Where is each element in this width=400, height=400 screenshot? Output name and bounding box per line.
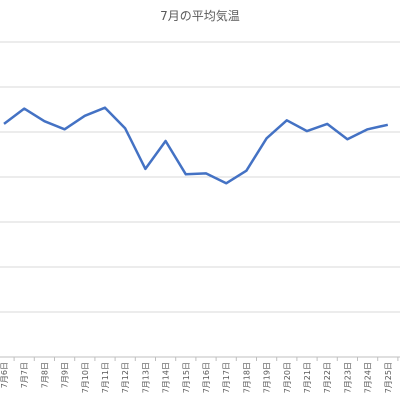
- x-tick-label: 7月9日: [61, 362, 70, 388]
- x-tick-label: 7月6日: [0, 362, 9, 388]
- x-tick-label: 7月20日: [283, 362, 292, 393]
- x-tick-label: 7月12日: [121, 362, 130, 393]
- x-tick-label: 7月16日: [202, 362, 211, 393]
- x-tick-label: 7月25日: [384, 362, 393, 393]
- x-tick-label: 7月24日: [364, 362, 373, 393]
- x-tick-label: 7月23日: [343, 362, 352, 393]
- x-tick-label: 7月13日: [141, 362, 150, 393]
- x-tick-label: 7月19日: [263, 362, 272, 393]
- chart-title: 7月の平均気温: [160, 8, 240, 23]
- x-tick-label: 7月11日: [101, 362, 110, 393]
- data-line: [3, 106, 389, 185]
- x-tick-label: 7月17日: [222, 362, 231, 393]
- x-tick-label: 7月21日: [303, 362, 312, 393]
- x-tick-label: 7月8日: [40, 362, 49, 388]
- x-tick-label: 7月22日: [323, 362, 332, 393]
- x-tick-label: 7月14日: [162, 362, 171, 393]
- x-tick-label: 7月10日: [81, 362, 90, 393]
- x-tick-label: 7月18日: [242, 362, 251, 393]
- x-tick-label: 7月7日: [20, 362, 29, 388]
- x-tick-label: 7月15日: [182, 362, 191, 393]
